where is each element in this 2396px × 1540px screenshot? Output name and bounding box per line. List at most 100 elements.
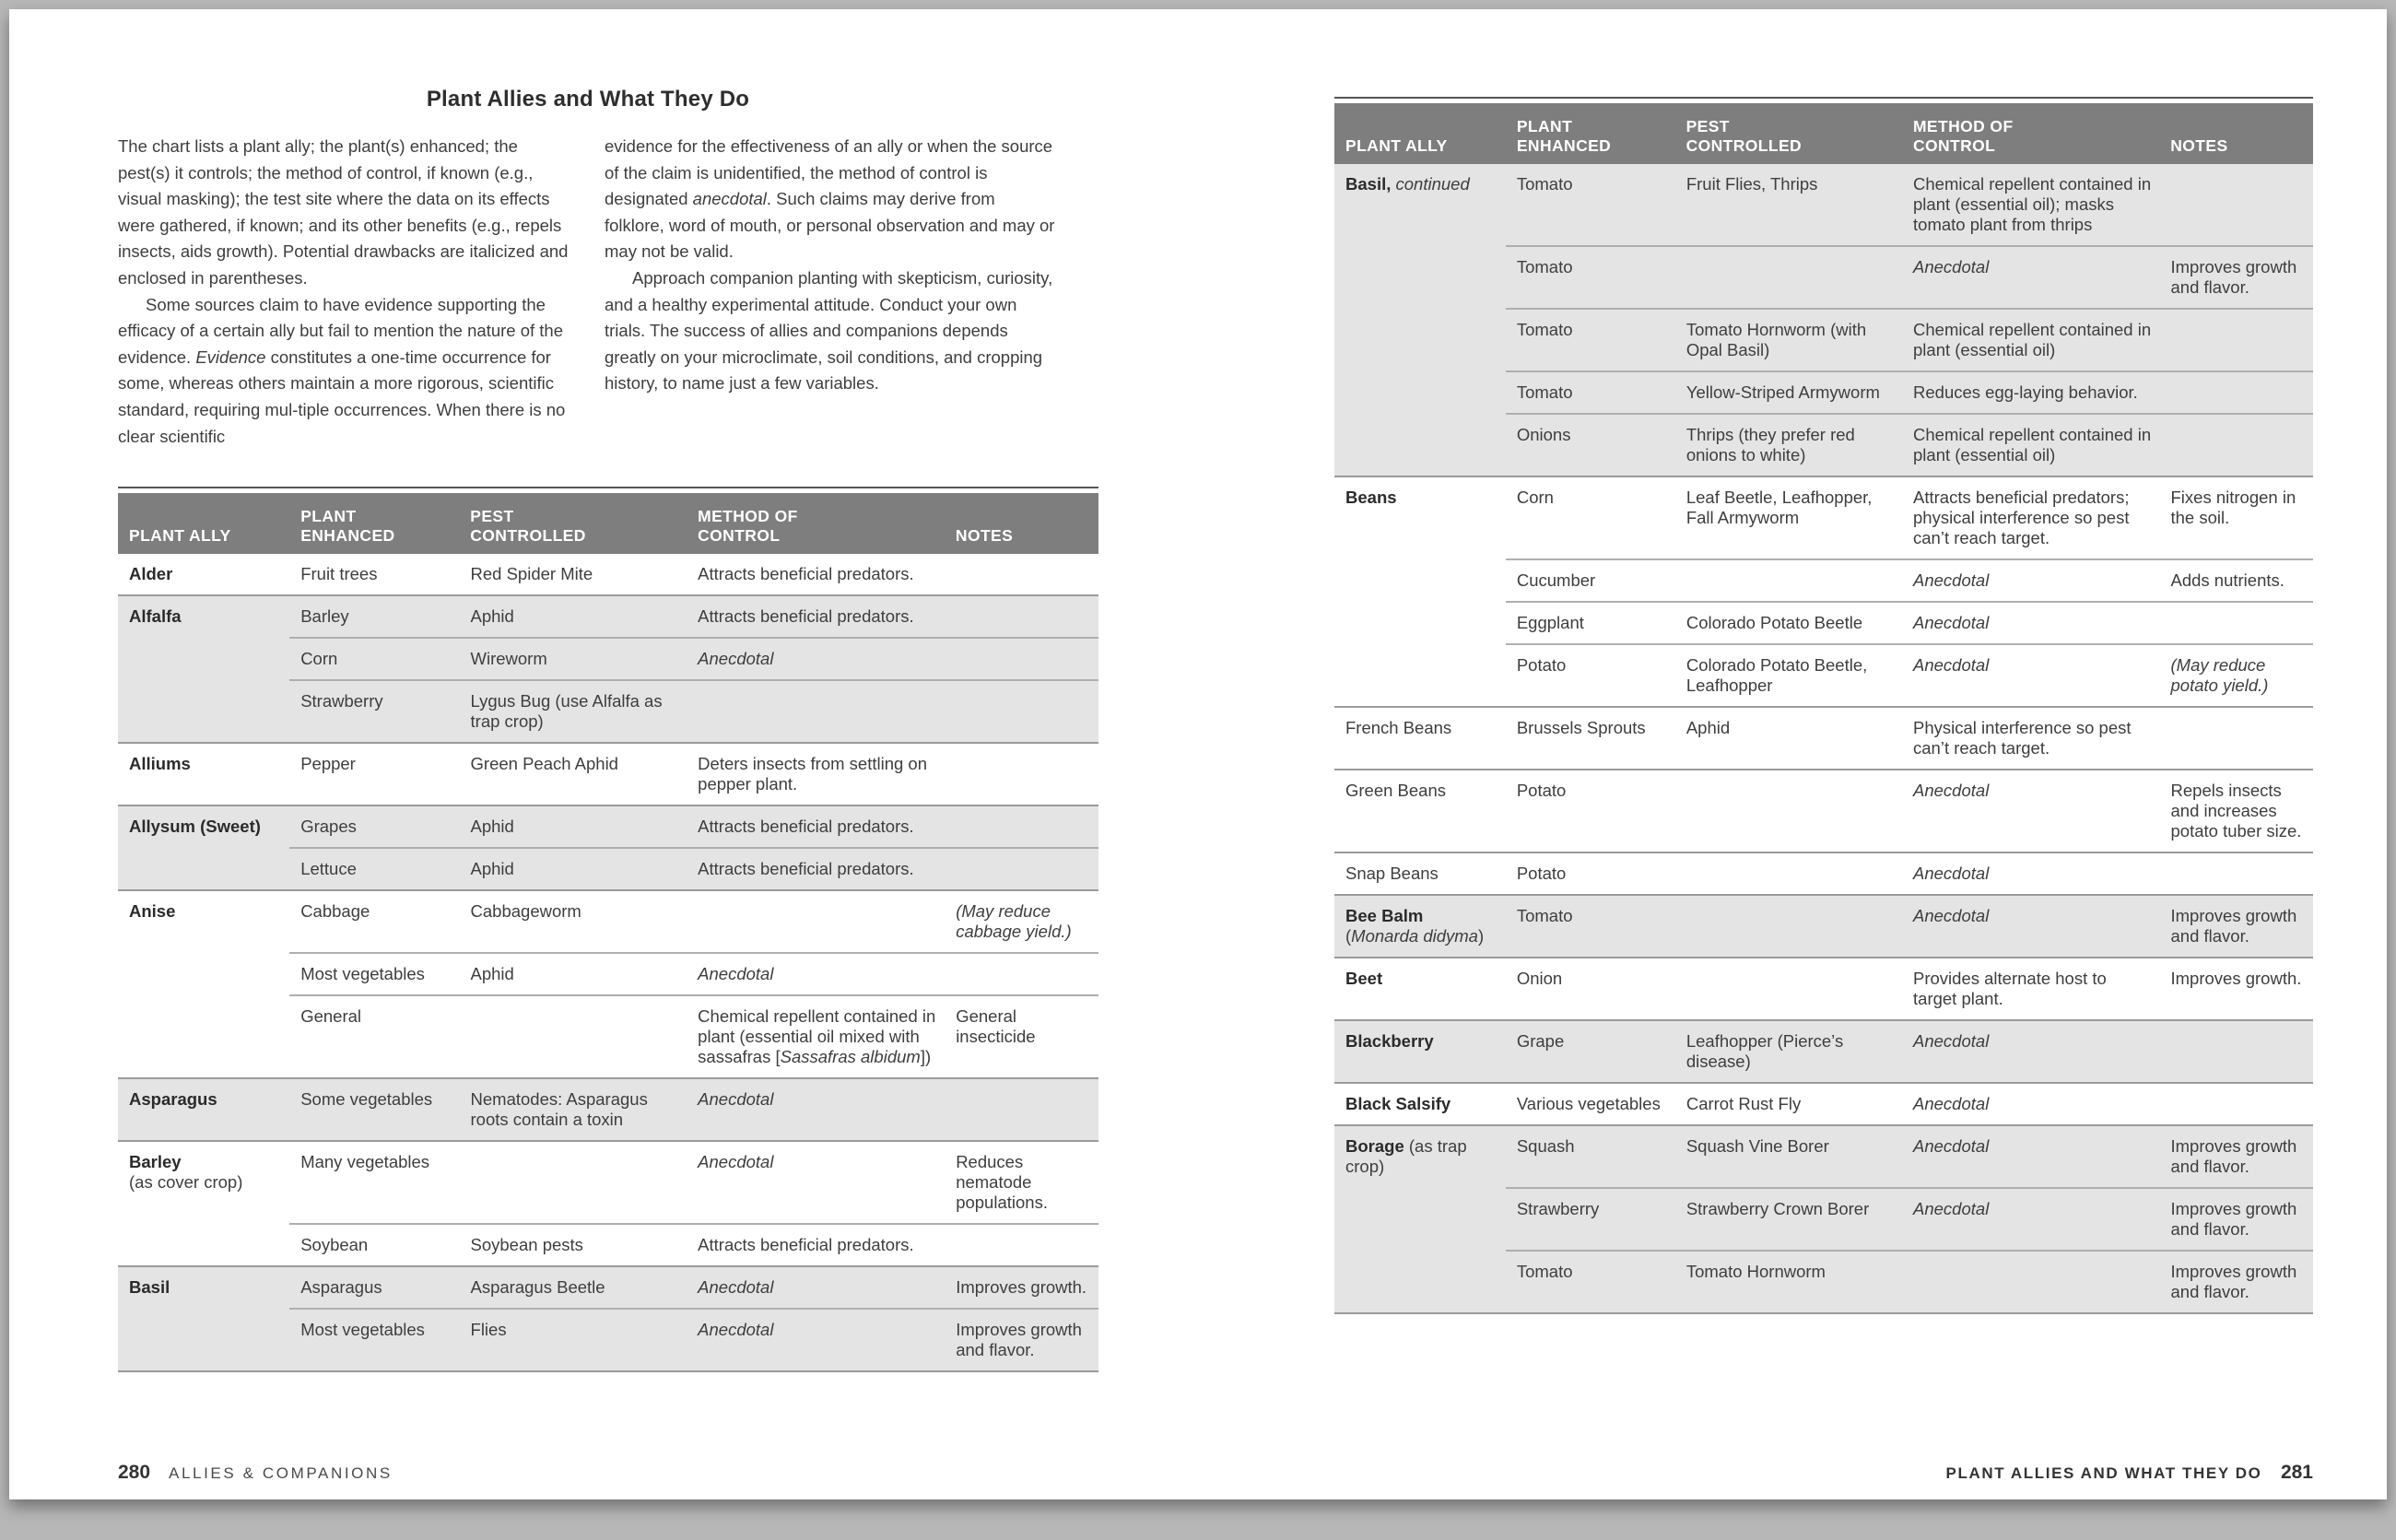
method-of-control-cell	[687, 891, 945, 952]
notes-cell	[2160, 1084, 2313, 1124]
notes-cell	[945, 954, 1098, 994]
pest-controlled-cell: Aphid	[470, 817, 514, 836]
notes-cell: Adds nutrients.	[2170, 570, 2284, 590]
column-header: PLANT ENHANCED	[1516, 117, 1612, 155]
pest-controlled-cell: Colorado Potato Beetle, Leafhopper	[1685, 655, 1868, 695]
intro-paragraph: Approach companion planting with skeptic…	[605, 267, 1053, 394]
method-of-control-cell: Physical interference so pest can’t reac…	[1913, 718, 2132, 758]
table-row: Brussels Sprouts Aphid Physical interferen…	[1506, 708, 2313, 769]
method-of-control-cell: Attracts beneficial predators.	[698, 564, 914, 583]
pest-controlled-cell	[1675, 560, 1902, 601]
plant-ally-cell: Alliums	[129, 754, 191, 773]
plant-enhanced-cell: Squash	[1516, 1136, 1575, 1156]
plant-ally-cell: Bee Balm (Monarda didyma)	[1345, 906, 1485, 946]
plant-enhanced-cell: Strawberry	[300, 691, 383, 711]
pest-controlled-cell: Colorado Potato Beetle	[1685, 613, 1863, 632]
notes-cell: Improves growth and flavor.	[2170, 1136, 2297, 1176]
plant-enhanced-cell: Various vegetables	[1516, 1094, 1661, 1113]
table-body: Alder Fruit trees Red Spider Mite Attracts …	[118, 554, 1098, 1372]
table-row: Grape Leafhopper (Pierce’s disease) Anecdo…	[1506, 1021, 2313, 1082]
pest-controlled-cell: Soybean pests	[470, 1235, 583, 1254]
plant-enhanced-cell: Onions	[1516, 425, 1571, 444]
plant-enhanced-cell: Eggplant	[1516, 613, 1584, 632]
pest-controlled-cell: Cabbageworm	[470, 901, 581, 921]
table-row: Tomato Anecdotal Improves growth and flavo…	[1505, 245, 2313, 308]
table-row: Tomato Anecdotal Improves growth and flavo…	[1506, 896, 2313, 957]
notes-cell: General insecticide	[956, 1006, 1036, 1046]
ally-group: French Beans Brussels Sprouts Aphid Physica…	[1334, 706, 2313, 769]
plant-enhanced-cell: Some vegetables	[300, 1089, 433, 1109]
ally-group: Basil Asparagus Asparagus Beetle Anecdotal I…	[118, 1265, 1098, 1370]
table-row: Lettuce Aphid Attracts beneficial predator…	[289, 847, 1098, 889]
method-of-control-cell: Attracts beneficial predators.	[698, 817, 914, 836]
pest-controlled-cell: Aphid	[470, 606, 514, 626]
pest-controlled-cell: Asparagus Beetle	[470, 1277, 605, 1297]
intro-paragraph: The chart lists a plant ally; the plant(…	[118, 136, 569, 288]
column-header: PLANT ALLY	[129, 526, 231, 545]
table-row: Some vegetables Nematodes: Asparagus root…	[289, 1079, 1098, 1140]
plant-ally-cell: Asparagus	[129, 1089, 217, 1109]
column-header: PEST CONTROLLED	[1685, 117, 1803, 155]
notes-cell: Improves growth and flavor.	[2170, 257, 2297, 297]
plant-enhanced-cell: Many vegetables	[300, 1152, 430, 1171]
ally-group: Bee Balm (Monarda didyma) Tomato Anecdotal I…	[1334, 894, 2313, 957]
plant-enhanced-cell: Corn	[300, 649, 338, 668]
plant-ally-cell: Basil, continued	[1345, 174, 1470, 194]
method-of-control-cell: Anecdotal	[1913, 1199, 1990, 1218]
ally-group: Asparagus Some vegetables Nematodes: Aspar…	[118, 1077, 1098, 1140]
notes-cell: Improves growth.	[956, 1277, 1087, 1297]
plant-ally-cell: French Beans	[1345, 718, 1452, 737]
pest-controlled-cell: Thrips (they prefer red onions to white)	[1685, 425, 1855, 464]
method-of-control-cell: Anecdotal	[698, 1320, 774, 1339]
plant-allies-table-left: PLANT ALLY PLANT ENHANCED PEST CONTROLLED MET…	[118, 487, 1098, 1372]
method-of-control-cell: Anecdotal	[698, 1152, 774, 1171]
notes-cell: (May reduce cabbage yield.)	[956, 901, 1072, 941]
intro-paragraph: evidence for the effectiveness of an all…	[605, 136, 1055, 262]
pest-controlled-cell: Squash Vine Borer	[1685, 1136, 1829, 1156]
pest-controlled-cell: Aphid	[470, 859, 514, 878]
method-of-control-cell: Anecdotal	[1913, 781, 1990, 800]
method-of-control-cell: Anecdotal	[698, 1277, 774, 1297]
pest-controlled-cell	[460, 996, 687, 1077]
notes-cell: Reduces nematode populations.	[956, 1152, 1048, 1212]
table-row: Corn Wireworm Anecdotal	[289, 637, 1098, 679]
pest-controlled-cell	[1675, 958, 1902, 1019]
table-row: Strawberry Lygus Bug (use Alfalfa as trap…	[289, 679, 1098, 742]
plant-enhanced-cell: Potato	[1516, 655, 1567, 675]
ally-group: Beet Onion Provides alternate host to targ…	[1334, 957, 2313, 1019]
pest-controlled-cell: Aphid	[1685, 718, 1731, 737]
plant-enhanced-cell: Lettuce	[300, 859, 357, 878]
method-of-control-cell: Anecdotal	[1913, 655, 1990, 675]
method-of-control-cell: Anecdotal	[698, 964, 774, 983]
table-row: Onions Thrips (they prefer red onions to …	[1505, 413, 2313, 476]
table-row: Many vegetables Anecdotal Reduces nematode…	[289, 1142, 1098, 1223]
method-of-control-cell: Anecdotal	[1913, 906, 1990, 925]
method-of-control-cell	[687, 681, 945, 742]
method-of-control-cell: Anecdotal	[1913, 864, 1990, 883]
plant-enhanced-cell: Strawberry	[1516, 1199, 1600, 1218]
table-row: Potato Colorado Potato Beetle, Leafhopper…	[1505, 643, 2313, 706]
plant-enhanced-cell: Asparagus	[300, 1277, 382, 1297]
plant-enhanced-cell: Barley	[300, 606, 349, 626]
method-of-control-cell: Anecdotal	[1913, 1031, 1990, 1051]
plant-enhanced-cell: Soybean	[300, 1235, 369, 1254]
pest-controlled-cell: Flies	[470, 1320, 507, 1339]
plant-enhanced-cell: Fruit trees	[300, 564, 378, 583]
notes-cell	[2160, 708, 2313, 769]
plant-enhanced-cell: Tomato	[1516, 382, 1573, 402]
ally-group: Alliums Pepper Green Peach Aphid Deters ins…	[118, 742, 1098, 805]
method-of-control-cell: Reduces egg-laying behavior.	[1913, 382, 2138, 402]
pest-controlled-cell: Strawberry Crown Borer	[1685, 1199, 1870, 1218]
plant-enhanced-cell: Tomato	[1516, 1262, 1573, 1281]
method-of-control-cell: Anecdotal	[1913, 613, 1990, 632]
table-row: Potato Anecdotal Repels insects and increa…	[1506, 770, 2313, 852]
method-of-control-cell: Attracts beneficial predators.	[698, 859, 914, 878]
pest-controlled-cell: Tomato Hornworm	[1685, 1262, 1826, 1281]
plant-enhanced-cell: Cabbage	[300, 901, 370, 921]
plant-enhanced-cell: Tomato	[1516, 174, 1573, 194]
ally-group: Snap Beans Potato Anecdotal	[1334, 852, 2313, 894]
table-row: Strawberry Strawberry Crown Borer Anecdota…	[1505, 1187, 2313, 1250]
plant-ally-cell: Green Beans	[1345, 781, 1447, 800]
notes-cell	[945, 806, 1098, 847]
